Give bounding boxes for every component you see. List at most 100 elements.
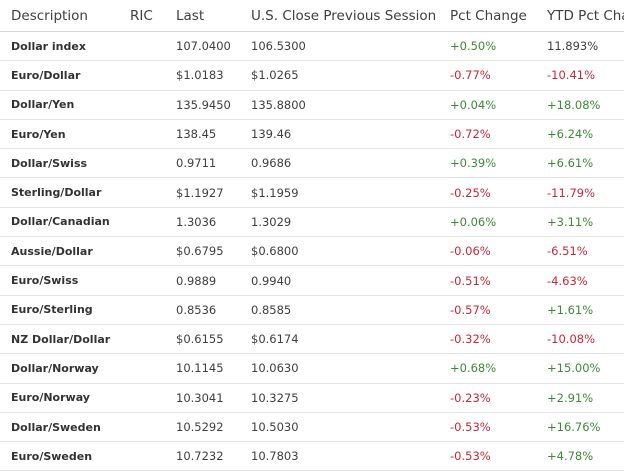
value-cell: +16.76% [537,412,624,443]
value-cell: 1.3029 [241,207,440,238]
value-cell: 139.46 [241,119,440,150]
value-cell: -0.53% [440,412,537,443]
column-header: RIC [120,0,166,32]
value-cell: +2.91% [537,383,624,413]
table-row: Aussie/Dollar $0.6795 $0.6800 -0.06% -6.51% [0,236,624,267]
value-cell: 11.893% [537,31,624,62]
description-cell: Aussie/Dollar [0,236,120,267]
table-row: Dollar/Swiss 0.9711 0.9686 +0.39% +6.61% [0,148,624,179]
value-cell: $0.6174 [241,324,440,355]
value-cell: $0.6800 [241,236,440,267]
table-row: Dollar index 107.0400 106.5300 +0.50% 11.893… [0,31,624,62]
ric-cell [120,60,166,91]
ric-cell [120,265,166,296]
table-row: Euro/Swiss 0.9889 0.9940 -0.51% -4.63% [0,265,624,296]
value-cell: 10.1145 [166,353,241,384]
value-cell: 106.5300 [241,31,440,62]
value-cell: +1.61% [537,295,624,325]
value-cell: 10.7232 [166,441,241,471]
description-cell: Euro/Norway [0,383,120,413]
value-cell: +0.04% [440,90,537,120]
value-cell: +0.50% [440,31,537,62]
value-cell: $1.0265 [241,60,440,91]
value-cell: 10.5292 [166,412,241,443]
value-cell: 135.9450 [166,90,241,120]
table-row: Euro/Norway 10.3041 10.3275 -0.23% +2.91% [0,383,624,413]
column-header: U.S. Close Previous Session [241,0,440,32]
value-cell: -0.77% [440,60,537,91]
description-cell: NZ Dollar/Dollar [0,324,120,355]
value-cell: $0.6795 [166,236,241,267]
value-cell: 0.9711 [166,148,241,179]
value-cell: 10.3041 [166,383,241,413]
value-cell: 0.9889 [166,265,241,296]
value-cell: -0.23% [440,383,537,413]
column-header: Last [166,0,241,32]
value-cell: -0.25% [440,177,537,208]
description-cell: Dollar/Swiss [0,148,120,179]
value-cell: +6.61% [537,148,624,179]
ric-cell [120,412,166,443]
value-cell: -4.63% [537,265,624,296]
value-cell: +15.00% [537,353,624,384]
ric-cell [120,207,166,238]
value-cell: 10.7803 [241,441,440,471]
value-cell: $1.0183 [166,60,241,91]
ric-cell [120,148,166,179]
value-cell: 135.8800 [241,90,440,120]
value-cell: -11.79% [537,177,624,208]
ric-cell [120,383,166,413]
ric-cell [120,236,166,267]
table-row: Dollar/Canadian 1.3036 1.3029 +0.06% +3.11% [0,207,624,238]
description-cell: Euro/Dollar [0,60,120,91]
value-cell: 10.5030 [241,412,440,443]
value-cell: 107.0400 [166,31,241,62]
value-cell: -0.32% [440,324,537,355]
table-row: Dollar/Sweden 10.5292 10.5030 -0.53% +16.76% [0,412,624,443]
description-cell: Dollar/Norway [0,353,120,384]
table-body: Dollar index 107.0400 106.5300 +0.50% 11.893… [0,31,624,471]
value-cell: -0.57% [440,295,537,325]
column-header: YTD Pct Change [537,0,624,32]
value-cell: +6.24% [537,119,624,150]
table-row: Dollar/Norway 10.1145 10.0630 +0.68% +15.00% [0,353,624,384]
ric-cell [120,177,166,208]
value-cell: 0.9686 [241,148,440,179]
table-row: NZ Dollar/Dollar $0.6155 $0.6174 -0.32% -10.… [0,324,624,355]
value-cell: +3.11% [537,207,624,238]
description-cell: Euro/Yen [0,119,120,150]
value-cell: $1.1959 [241,177,440,208]
value-cell: 0.9940 [241,265,440,296]
value-cell: -0.53% [440,441,537,471]
description-cell: Dollar/Sweden [0,412,120,443]
column-header: Pct Change [440,0,537,32]
description-cell: Euro/Sweden [0,441,120,471]
header-row: Description RIC Last U.S. Close Previous Se… [0,0,624,32]
value-cell: 1.3036 [166,207,241,238]
value-cell: -0.51% [440,265,537,296]
value-cell: +0.06% [440,207,537,238]
table-row: Euro/Sweden 10.7232 10.7803 -0.53% +4.78% [0,441,624,471]
value-cell: 10.0630 [241,353,440,384]
value-cell: $0.6155 [166,324,241,355]
table-row: Sterling/Dollar $1.1927 $1.1959 -0.25% -11.7… [0,177,624,208]
ric-cell [120,295,166,325]
table-row: Euro/Yen 138.45 139.46 -0.72% +6.24% [0,119,624,150]
description-cell: Dollar/Yen [0,90,120,120]
ric-cell [120,31,166,62]
ric-cell [120,353,166,384]
description-cell: Euro/Swiss [0,265,120,296]
value-cell: -10.41% [537,60,624,91]
value-cell: 0.8585 [241,295,440,325]
ric-cell [120,90,166,120]
ric-cell [120,441,166,471]
description-cell: Sterling/Dollar [0,177,120,208]
table-row: Dollar/Yen 135.9450 135.8800 +0.04% +18.08% [0,90,624,120]
value-cell: +4.78% [537,441,624,471]
value-cell: -0.06% [440,236,537,267]
table-row: Euro/Dollar $1.0183 $1.0265 -0.77% -10.41% [0,60,624,91]
description-cell: Euro/Sterling [0,295,120,325]
description-cell: Dollar index [0,31,120,62]
value-cell: -6.51% [537,236,624,267]
